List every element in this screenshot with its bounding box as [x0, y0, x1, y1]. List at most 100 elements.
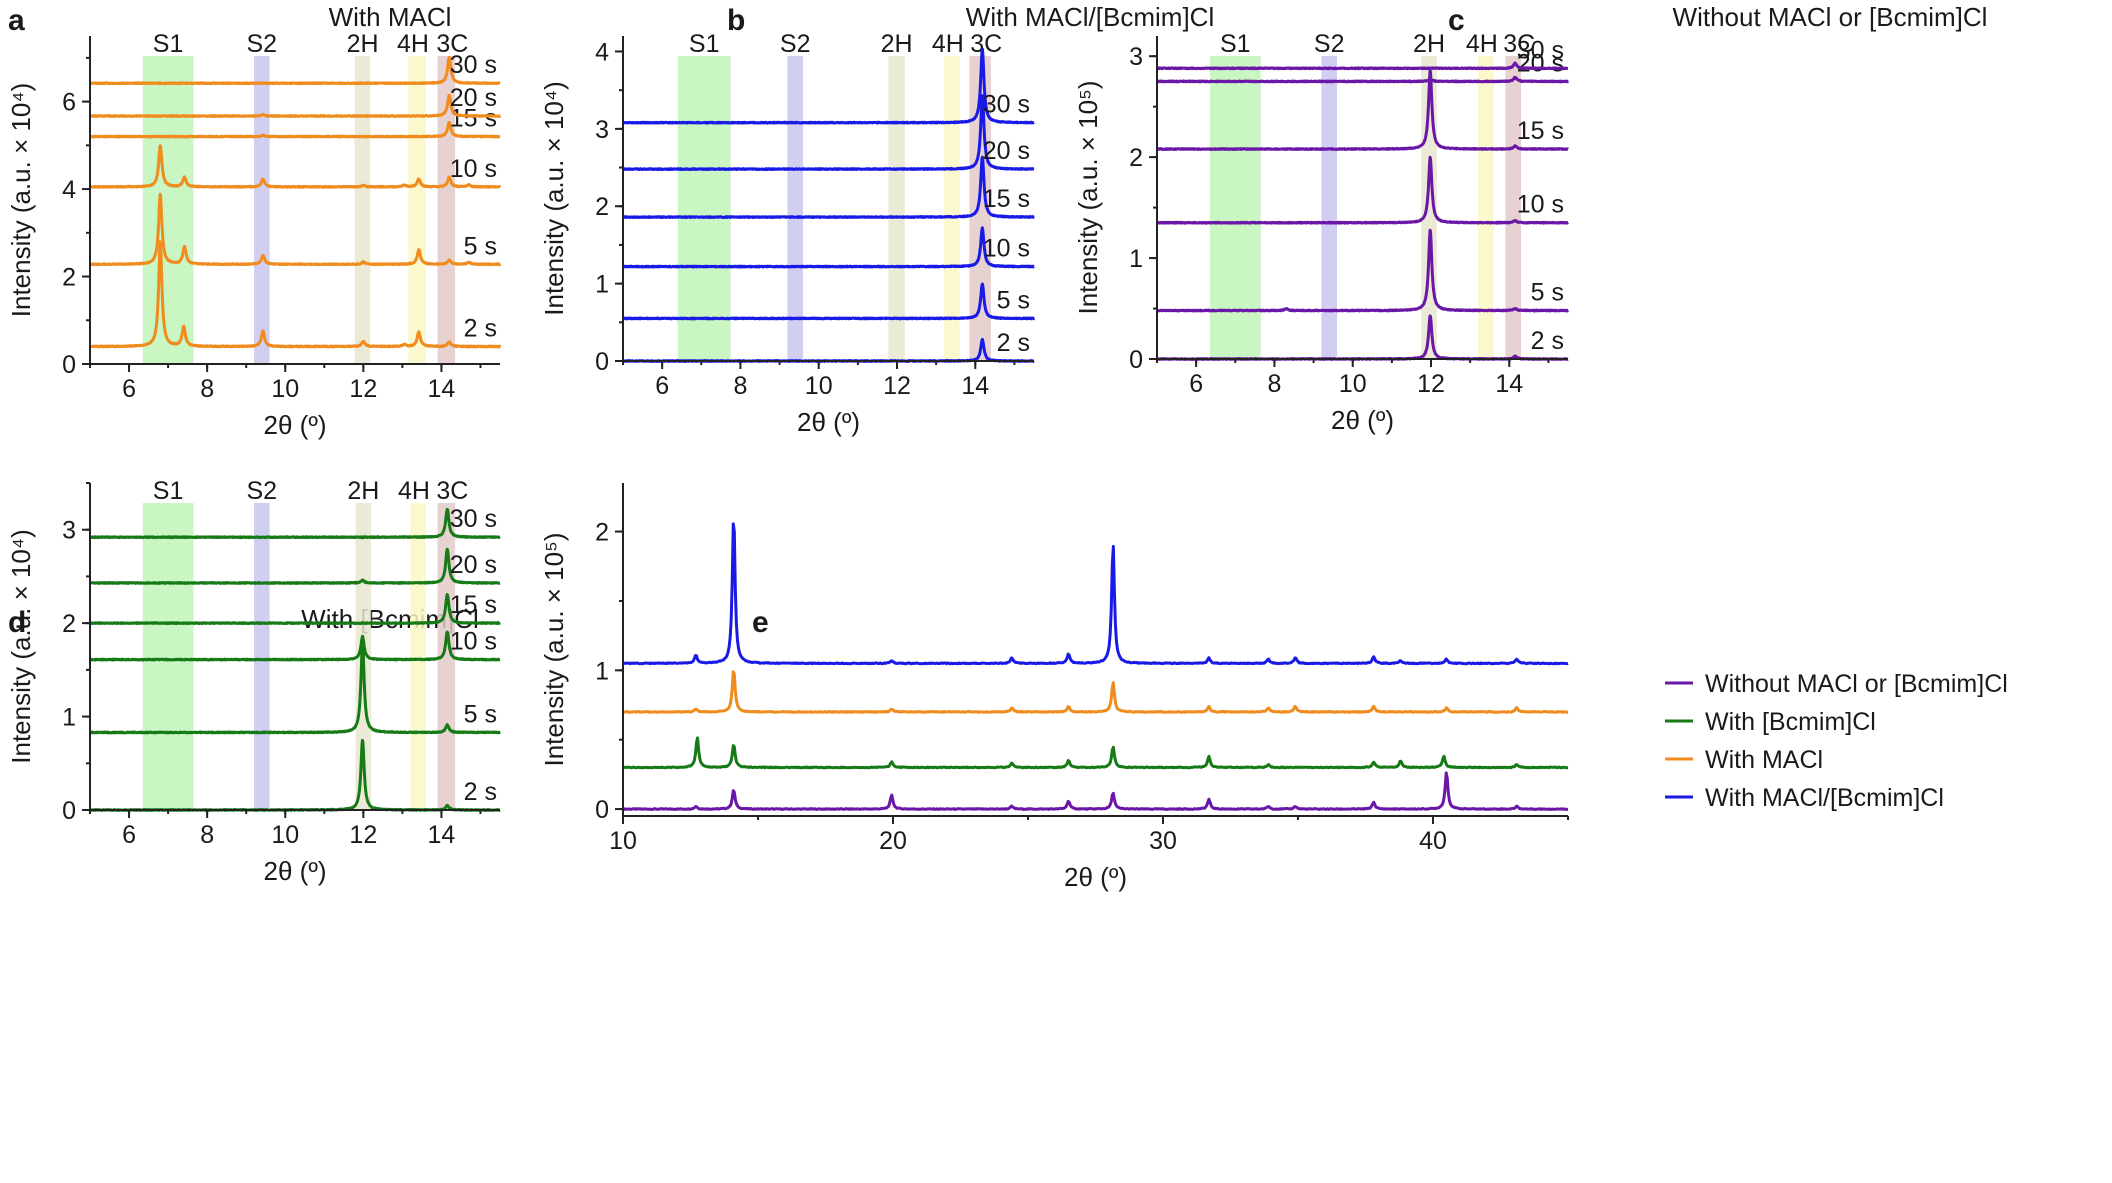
trace-a-30s	[88, 55, 502, 86]
x-tick-label-b-6: 6	[655, 372, 669, 400]
x-axis-label-b: 2θ (º)	[797, 407, 860, 437]
legend-label-withoutmaclorbcmimcl: Without MACl or [Bcmim]Cl	[1705, 670, 2008, 698]
trace-b-30s	[621, 47, 1036, 125]
panel-label-b: b	[727, 4, 745, 37]
band-4h-c	[1477, 56, 1494, 359]
x-tick-label-e-20: 20	[879, 827, 907, 855]
y-tick-label-c-0: 0	[1129, 346, 1143, 374]
y-tick-label-b-1: 1	[595, 271, 609, 299]
x-axis-label-c: 2θ (º)	[1331, 405, 1394, 435]
x-tick-label-e-40: 40	[1419, 827, 1447, 855]
time-label-b-15s: 15 s	[983, 185, 1030, 213]
x-axis-label-a: 2θ (º)	[264, 410, 327, 440]
x-tick-label-b-14: 14	[961, 372, 989, 400]
y-axis-label-c: Intensity (a.u. × 10⁵)	[1073, 80, 1103, 314]
time-label-a-2s: 2 s	[464, 315, 497, 343]
band-label-2h-a: 2H	[347, 30, 379, 58]
trace-d-30s	[88, 507, 502, 540]
band-label-4h-d: 4H	[398, 477, 430, 505]
time-label-b-10s: 10 s	[983, 235, 1030, 263]
time-label-c-20s: 20 s	[1517, 49, 1564, 77]
traces-a: 2 s 5 s 10 s 15 s20 s 30 s	[88, 51, 502, 349]
band-label-s2-b: S2	[780, 30, 811, 58]
panel-title-b: With MACl/[Bcmim]Cl	[966, 2, 1214, 32]
trace-b-15s	[621, 155, 1036, 219]
band-label-2h-d: 2H	[347, 477, 379, 505]
trace-c-10s	[1155, 155, 1570, 225]
band-label-s2-c: S2	[1314, 30, 1345, 58]
traces-e	[622, 522, 1569, 811]
x-tick-label-d-12: 12	[349, 821, 377, 849]
panel-label-e: e	[752, 606, 769, 639]
trace-d-20s	[88, 547, 502, 585]
x-tick-label-a-12: 12	[349, 375, 377, 403]
y-tick-label-b-4: 4	[595, 38, 609, 66]
panel-title-c: Without MACl or [Bcmim]Cl	[1673, 2, 1988, 32]
trace-a-10s	[88, 144, 502, 189]
time-label-d-15s: 15 s	[450, 591, 497, 619]
band-2h-b	[888, 56, 905, 361]
time-label-a-30s: 30 s	[450, 51, 497, 79]
trace-c-30s	[1155, 61, 1570, 71]
x-axis-label-d: 2θ (º)	[264, 856, 327, 886]
x-tick-label-e-30: 30	[1149, 827, 1177, 855]
band-label-s1-b: S1	[689, 30, 720, 58]
trace-e-withbcmimcl	[622, 736, 1569, 770]
y-tick-label-c-1: 1	[1129, 245, 1143, 273]
y-tick-label-e-1: 1	[595, 657, 609, 685]
legend-label-withbcmimcl: With [Bcmim]Cl	[1705, 708, 1876, 736]
time-label-d-2s: 2 s	[464, 778, 497, 806]
time-label-b-20s: 20 s	[983, 137, 1030, 165]
band-label-s1-a: S1	[153, 30, 184, 58]
trace-c-15s	[1155, 68, 1570, 151]
band-label-3c-d: 3C	[436, 477, 468, 505]
panel-label-d: d	[8, 606, 26, 639]
trace-d-5s	[88, 642, 502, 735]
panel-b: b With MACl/[Bcmim]Cl S1 S2 2H 4H 3C2 s5 s10…	[539, 2, 1214, 437]
band-s2-b	[787, 56, 804, 361]
y-tick-label-b-2: 2	[595, 193, 609, 221]
x-tick-label-c-12: 12	[1417, 370, 1445, 398]
band-label-4h-b: 4H	[932, 30, 964, 58]
band-label-3c-c: 3C	[1503, 30, 1535, 58]
band-4h-a	[408, 56, 426, 364]
band-label-2h-b: 2H	[881, 30, 913, 58]
time-label-d-20s: 20 s	[450, 551, 497, 579]
time-label-c-2s: 2 s	[1531, 327, 1564, 355]
band-label-3c-a: 3C	[436, 30, 468, 58]
trace-e-withmacl	[622, 670, 1569, 714]
y-tick-label-e-2: 2	[595, 519, 609, 547]
band-s1-d	[142, 503, 194, 810]
x-tick-label-d-10: 10	[271, 821, 299, 849]
y-tick-label-c-3: 3	[1129, 43, 1143, 71]
panel-label-a: a	[8, 4, 25, 37]
band-label-s2-a: S2	[247, 30, 278, 58]
bands-c: S1 S2 2H 4H 3C	[1209, 30, 1535, 359]
band-label-4h-c: 4H	[1466, 30, 1498, 58]
y-tick-label-a-4: 4	[62, 176, 76, 204]
time-label-b-5s: 5 s	[997, 286, 1030, 314]
trace-e-withmaclbcmimcl	[622, 522, 1569, 666]
band-4h-d	[410, 503, 426, 810]
y-tick-label-b-0: 0	[595, 348, 609, 376]
band-3c-c	[1505, 56, 1522, 359]
band-s1-a	[142, 56, 194, 364]
x-tick-label-a-10: 10	[271, 375, 299, 403]
x-tick-label-d-6: 6	[122, 821, 136, 849]
time-label-c-10s: 10 s	[1517, 191, 1564, 219]
trace-a-20s	[88, 93, 502, 118]
y-axis-label-b: Intensity (a.u. × 10⁴)	[539, 81, 569, 315]
y-tick-label-b-3: 3	[595, 116, 609, 144]
band-s2-c	[1321, 56, 1338, 359]
x-axis-label-e: 2θ (º)	[1064, 862, 1127, 892]
trace-e-withoutmaclorbcmimcl	[622, 771, 1569, 811]
x-tick-label-a-8: 8	[200, 375, 214, 403]
trace-d-15s	[88, 593, 502, 626]
x-tick-label-c-6: 6	[1189, 370, 1203, 398]
x-tick-label-c-14: 14	[1495, 370, 1523, 398]
time-label-a-15s: 15 s	[450, 105, 497, 133]
band-label-2h-c: 2H	[1413, 30, 1445, 58]
panel-label-c: c	[1448, 4, 1465, 37]
band-s1-c	[1209, 56, 1261, 359]
